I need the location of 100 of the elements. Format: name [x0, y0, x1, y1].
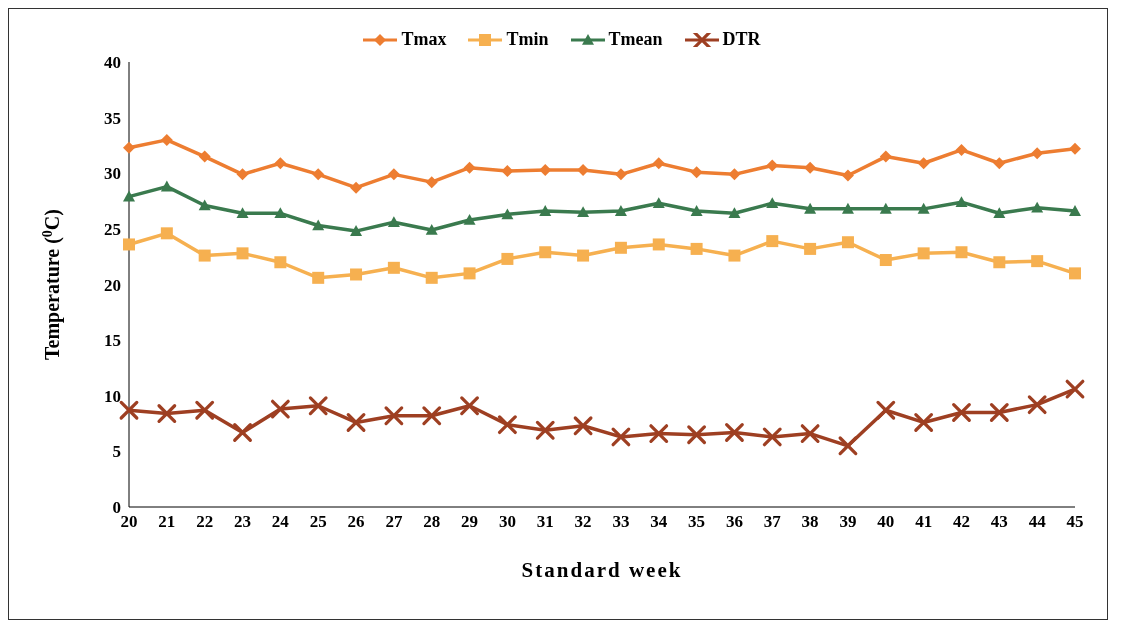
point [387, 261, 400, 274]
y-tick-label: 25 [104, 219, 121, 239]
legend-label: DTR [722, 29, 761, 50]
x-tick-label: 32 [574, 512, 592, 532]
point [766, 197, 779, 209]
point [350, 268, 363, 281]
point [879, 254, 892, 267]
point [233, 423, 252, 442]
point [501, 252, 514, 265]
point [425, 176, 438, 189]
point [728, 249, 741, 262]
legend-label: Tmax [401, 29, 447, 50]
point [274, 256, 287, 269]
point [422, 406, 442, 426]
point [573, 416, 593, 436]
x-tick-label: 35 [688, 512, 706, 532]
point [119, 400, 139, 420]
point [690, 166, 703, 179]
point [463, 267, 476, 280]
y-tick-label: 20 [104, 275, 121, 295]
point [804, 161, 817, 174]
y-tick-label: 40 [104, 53, 121, 73]
point [1031, 147, 1044, 160]
point [879, 150, 892, 163]
x-tick-label: 33 [612, 512, 630, 532]
x-tick-label: 22 [196, 512, 214, 532]
x-tick-label: 30 [498, 512, 516, 532]
point [841, 169, 854, 182]
y-tick-label: 15 [104, 331, 121, 351]
point [350, 181, 363, 194]
legend-label: Tmin [506, 29, 549, 50]
x-tick-label: 27 [385, 512, 403, 532]
point [157, 404, 177, 423]
point [308, 396, 328, 416]
point [611, 427, 631, 447]
x-tick-label: 26 [347, 512, 365, 532]
point [463, 213, 476, 225]
y-tick-label: 5 [112, 442, 121, 462]
point [236, 247, 249, 260]
point [497, 415, 517, 435]
point [649, 424, 669, 443]
point [198, 150, 211, 163]
point [577, 249, 590, 262]
point [800, 424, 820, 443]
point [460, 396, 479, 416]
point [425, 271, 438, 284]
point [312, 168, 325, 181]
point [312, 219, 325, 231]
point [384, 406, 404, 426]
point [687, 425, 707, 445]
x-tick-label: 40 [877, 512, 895, 532]
x-tick-label: 37 [763, 512, 782, 532]
point [804, 242, 817, 255]
x-tick-label: 38 [801, 512, 819, 532]
point [728, 207, 741, 219]
x-tick-label: 43 [990, 512, 1008, 532]
y-tick-label: 35 [104, 108, 121, 128]
point [274, 157, 287, 170]
point [762, 427, 782, 447]
point [1065, 379, 1085, 399]
y-tick-label: 30 [104, 164, 121, 184]
point [195, 400, 215, 420]
point [160, 133, 173, 146]
point [614, 205, 627, 216]
point [652, 238, 665, 251]
point [1027, 395, 1047, 415]
point [236, 168, 249, 181]
x-tick-label: 25 [309, 512, 327, 532]
point [993, 207, 1006, 219]
point [123, 141, 135, 154]
point [160, 227, 173, 240]
point [838, 436, 858, 456]
point [160, 180, 173, 192]
point [614, 241, 627, 254]
point [993, 256, 1006, 269]
point [425, 223, 438, 235]
point [463, 161, 476, 174]
x-axis-title: Standard week [521, 558, 683, 582]
x-tick-label: 39 [839, 512, 857, 532]
point [725, 423, 744, 442]
point [350, 225, 363, 236]
x-tick-label: 23 [234, 512, 252, 532]
point [274, 207, 287, 219]
y-tick-label: 0 [112, 498, 121, 518]
point [917, 157, 930, 170]
point [1069, 267, 1081, 280]
point [614, 168, 627, 181]
point [1031, 201, 1044, 213]
point [917, 247, 930, 260]
point [539, 205, 552, 216]
x-tick-label: 31 [536, 512, 554, 532]
point [1069, 205, 1081, 216]
x-tick-label: 41 [915, 512, 933, 532]
point [535, 420, 555, 440]
x-tick-label: 24 [271, 512, 290, 532]
y-tick-label: 10 [104, 386, 121, 406]
x-tick-label: 28 [423, 512, 441, 532]
point [879, 202, 892, 214]
x-tick-label: 34 [650, 512, 668, 532]
legend-label: Tmean [608, 29, 663, 50]
